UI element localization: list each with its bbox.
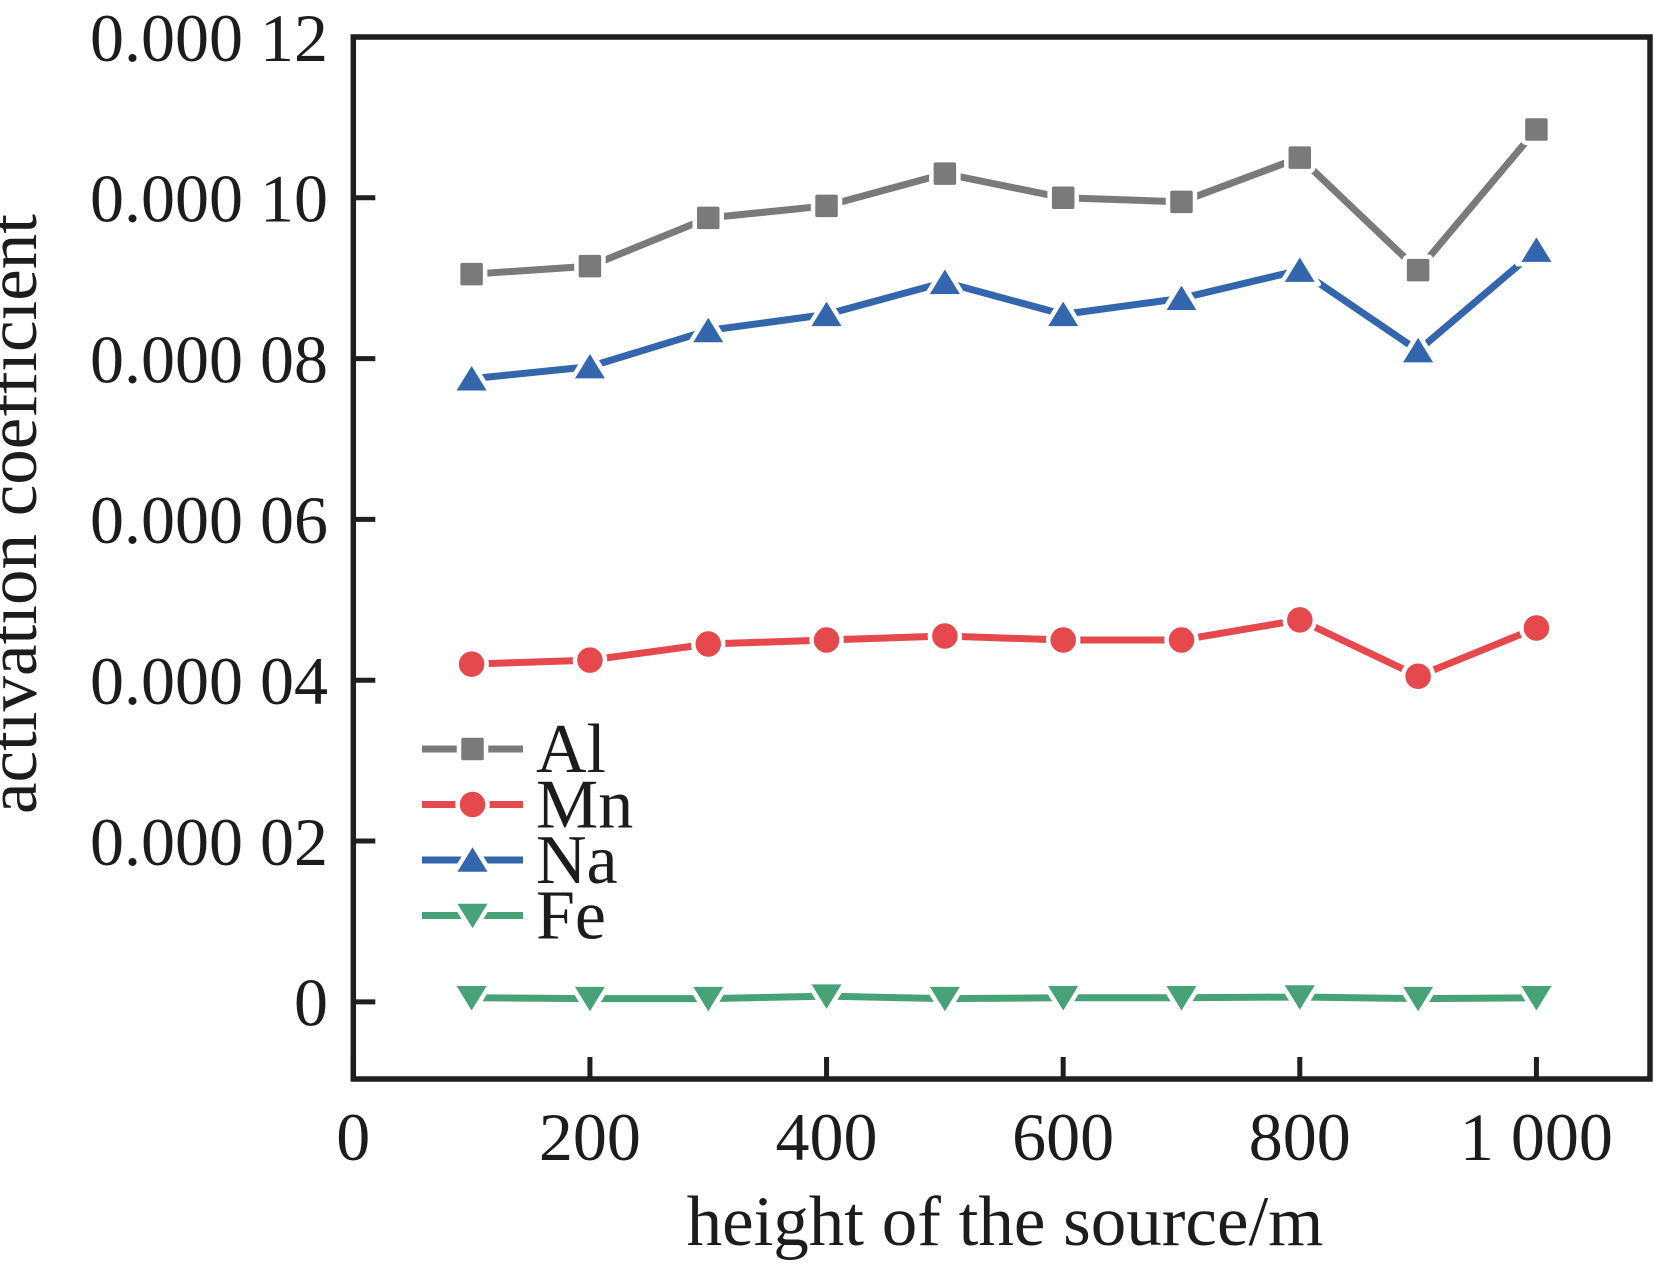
y-tick-label: 0 xyxy=(294,965,328,1041)
legend-label-fe: Fe xyxy=(536,878,606,955)
series-mn-line xyxy=(471,616,1538,681)
series-fe-marker-3 xyxy=(686,982,730,1018)
y-tick-label: 0.000 10 xyxy=(90,161,328,237)
series-fe-marker-10 xyxy=(1515,981,1558,1018)
series-na-marker-8 xyxy=(1278,250,1322,287)
x-tick-label: 400 xyxy=(776,1099,878,1175)
series-na-marker-3 xyxy=(686,311,730,347)
series-na xyxy=(450,230,1558,395)
series-na-marker-10 xyxy=(1515,230,1558,267)
legend-label-al: Al xyxy=(536,711,606,788)
series-fe-line xyxy=(471,992,1537,1003)
y-tick-label: 0.000 08 xyxy=(90,321,328,397)
series-na-marker-6 xyxy=(1041,295,1085,331)
series-mn-marker-1 xyxy=(454,646,489,682)
series-al-marker-4 xyxy=(810,190,843,222)
legend-item-mn: Mn xyxy=(422,767,633,844)
series-al-marker-1 xyxy=(455,258,488,290)
series-mn-marker-10 xyxy=(1519,610,1554,646)
legend-marker-fe xyxy=(451,899,494,935)
series-al-marker-5 xyxy=(929,157,961,190)
y-tick-label: 0.000 02 xyxy=(90,804,328,880)
series-al-marker-6 xyxy=(1047,182,1079,214)
series-mn-marker-5 xyxy=(927,618,963,654)
x-tick-label: 600 xyxy=(1012,1099,1114,1175)
y-axis-title: activation coefficient xyxy=(0,214,52,814)
series-mn-marker-7 xyxy=(1164,622,1199,658)
series-mn-marker-2 xyxy=(572,642,608,678)
x-tick-label: 0 xyxy=(336,1099,370,1175)
series-na-marker-7 xyxy=(1160,279,1203,315)
series-na-marker-1 xyxy=(450,359,493,395)
series-fe-marker-5 xyxy=(923,982,967,1018)
series-mn-marker-6 xyxy=(1045,622,1081,658)
plot-frame xyxy=(350,34,1653,1082)
x-axis-title: height of the source/m xyxy=(687,1183,1324,1261)
legend-label-mn: Mn xyxy=(536,767,633,844)
series-al-marker-9 xyxy=(1402,254,1434,286)
x-tick-label: 1 000 xyxy=(1460,1099,1613,1175)
legend-marker-al xyxy=(456,733,489,765)
series-mn-marker-3 xyxy=(690,626,726,662)
series-fe-marker-8 xyxy=(1278,980,1322,1017)
series-na-marker-5 xyxy=(923,262,967,299)
series-fe xyxy=(450,979,1558,1018)
series-fe-marker-4 xyxy=(805,979,848,1016)
series-fe-marker-2 xyxy=(568,982,612,1018)
series-al-marker-3 xyxy=(692,202,724,234)
series-mn-marker-4 xyxy=(809,622,844,658)
series-mn-marker-9 xyxy=(1400,658,1436,694)
series-mn xyxy=(454,602,1554,694)
legend-item-fe: Fe xyxy=(422,878,606,955)
series-fe-marker-6 xyxy=(1041,981,1085,1018)
legend-item-al: Al xyxy=(422,711,606,788)
y-tick-label: 0.000 12 xyxy=(90,0,328,76)
series-na-marker-2 xyxy=(568,347,612,383)
series-na-marker-4 xyxy=(805,295,848,331)
series-al-marker-7 xyxy=(1165,186,1198,218)
series-fe-marker-9 xyxy=(1396,982,1440,1018)
x-tick-label: 200 xyxy=(539,1099,641,1175)
y-tick-label: 0.000 06 xyxy=(90,482,328,558)
legend-marker-mn xyxy=(455,787,490,822)
series-fe-marker-1 xyxy=(450,981,493,1018)
series-na-marker-9 xyxy=(1396,331,1440,367)
series-al-marker-10 xyxy=(1520,113,1553,146)
x-tick-label: 800 xyxy=(1249,1099,1351,1175)
legend-marker-na xyxy=(451,840,494,877)
series-al-marker-2 xyxy=(574,250,606,282)
series-al xyxy=(455,113,1553,290)
legend-item-na: Na xyxy=(422,822,618,899)
series-al-marker-8 xyxy=(1284,141,1316,174)
y-tick-label: 0.000 04 xyxy=(90,643,328,719)
series-fe-marker-7 xyxy=(1160,981,1203,1018)
series-na-line xyxy=(471,247,1539,383)
series-al-line xyxy=(471,127,1540,278)
legend-label-na: Na xyxy=(536,822,618,899)
series-mn-marker-8 xyxy=(1282,602,1318,638)
